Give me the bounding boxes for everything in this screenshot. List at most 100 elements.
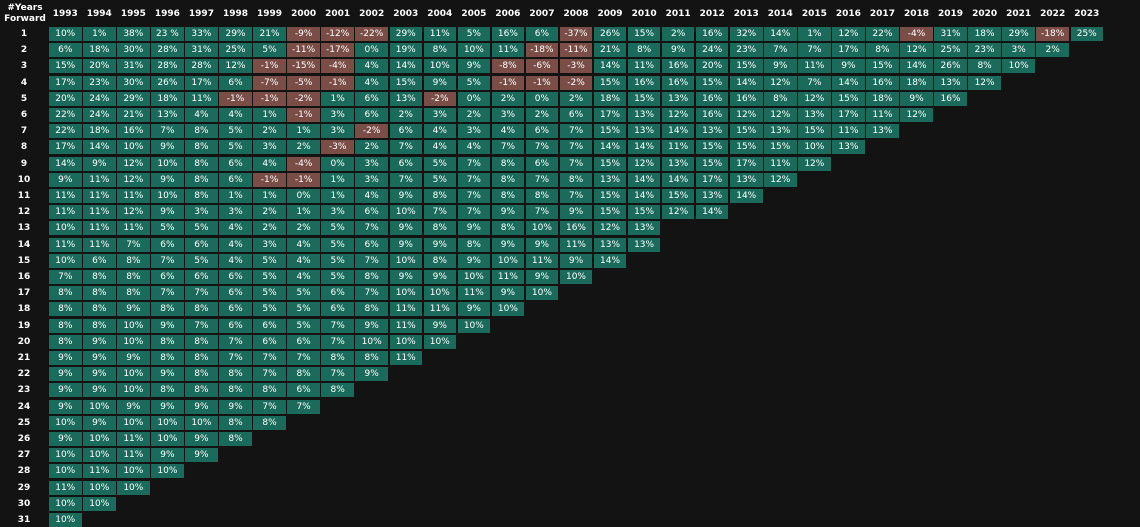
- heatmap-cell: 9%: [491, 237, 525, 252]
- heatmap-cell: 8%: [185, 140, 218, 155]
- heatmap-cell: 10%: [117, 415, 150, 430]
- heatmap-cell: 9%: [559, 253, 593, 268]
- heatmap-cell: 9%: [389, 237, 422, 252]
- heatmap-cell: 9%: [900, 91, 933, 106]
- heatmap-cell: 10%: [49, 513, 82, 527]
- row-label: 10: [17, 174, 31, 185]
- heatmap-cell: 8%: [117, 253, 150, 268]
- heatmap-cell: 6%: [389, 124, 422, 139]
- heatmap-cell: 13%: [593, 172, 627, 187]
- heatmap-cell: 7%: [49, 270, 82, 284]
- year-label: 1998: [222, 9, 249, 19]
- heatmap-cell: 5%: [151, 221, 184, 236]
- heatmap-cell: 4%: [423, 124, 457, 139]
- heatmap-cell: 10%: [83, 496, 116, 511]
- heatmap-cell: -17%: [321, 43, 354, 58]
- heatmap-cell: 15%: [593, 189, 627, 203]
- heatmap-cell: 3%: [1002, 43, 1035, 58]
- heatmap-cell: 12%: [764, 172, 797, 187]
- heatmap-cell: 23%: [730, 43, 763, 58]
- heatmap-cell: 38%: [117, 27, 150, 41]
- heatmap-cell: 7%: [185, 318, 218, 333]
- heatmap-cell: 4%: [355, 189, 388, 203]
- heatmap-cell: 14%: [627, 189, 661, 203]
- heatmap-cell: 17%: [695, 172, 729, 187]
- heatmap-cell: 11%: [457, 286, 491, 301]
- heatmap-cell: -18%: [1036, 27, 1069, 41]
- row-label: 5: [20, 93, 28, 104]
- heatmap-cell: 22%: [49, 124, 82, 139]
- heatmap-cell: 7%: [355, 221, 388, 236]
- heatmap-cell: 5%: [321, 237, 354, 252]
- heatmap-cell: 7%: [219, 351, 252, 365]
- heatmap-cell: 17%: [49, 140, 82, 155]
- heatmap-cell: 8%: [49, 334, 82, 349]
- row-label: 28: [17, 466, 31, 477]
- heatmap-cell: 15%: [49, 59, 82, 74]
- heatmap-cell: 6%: [355, 237, 388, 252]
- heatmap-cell: 7%: [559, 189, 593, 203]
- year-label: 2005: [461, 9, 487, 19]
- row-label: 24: [17, 401, 31, 412]
- heatmap-cell: -1%: [253, 59, 286, 74]
- heatmap-cell: 16%: [491, 27, 525, 41]
- heatmap-cell: 11%: [491, 43, 525, 58]
- year-label: 2020: [972, 9, 998, 19]
- heatmap-cell: 2%: [457, 108, 491, 122]
- heatmap-cell: 7%: [491, 140, 525, 155]
- heatmap-cell: 8%: [423, 221, 457, 236]
- heatmap-cell: 0%: [457, 91, 491, 106]
- heatmap-cell: 15%: [832, 91, 865, 106]
- heatmap-cell: 11%: [49, 205, 82, 220]
- heatmap-cell: 9%: [83, 156, 116, 171]
- heatmap-cell: 6%: [219, 172, 252, 187]
- heatmap-cell: 13%: [798, 108, 831, 122]
- heatmap-cell: 10%: [83, 480, 116, 495]
- heatmap-cell: 9%: [525, 237, 559, 252]
- year-label: 2000: [291, 9, 317, 19]
- heatmap-cell: 3%: [355, 172, 388, 187]
- heatmap-cell: 10%: [83, 448, 116, 463]
- heatmap-cell: 23 %: [151, 27, 184, 41]
- heatmap-cell: 9%: [83, 351, 116, 365]
- row-label: 6: [20, 110, 28, 120]
- heatmap-cell: 8%: [423, 43, 457, 58]
- row-label: 26: [17, 434, 31, 444]
- year-label: 2022: [1040, 9, 1066, 19]
- heatmap-cell: 19%: [389, 43, 422, 58]
- heatmap-cell: 8%: [866, 43, 899, 58]
- heatmap-cell: -3%: [321, 140, 354, 155]
- heatmap-cell: 10%: [151, 432, 184, 446]
- heatmap-cell: 5%: [423, 172, 457, 187]
- year-label: 2023: [1074, 9, 1100, 19]
- heatmap-cell: -1%: [253, 172, 286, 187]
- heatmap-cell: 10%: [117, 334, 150, 349]
- heatmap-cell: 7%: [457, 156, 491, 171]
- heatmap-cell: 26%: [151, 75, 184, 90]
- heatmap-cell: 10%: [117, 367, 150, 382]
- heatmap-cell: 18%: [593, 91, 627, 106]
- heatmap-cell: 5%: [287, 318, 320, 333]
- heatmap-cell: 11%: [389, 318, 422, 333]
- heatmap-cell: 3%: [253, 237, 286, 252]
- heatmap-cell: 11%: [83, 205, 116, 220]
- heatmap-cell: 9%: [151, 318, 184, 333]
- heatmap-cell: 9%: [151, 172, 184, 187]
- heatmap-cell: -5%: [287, 75, 320, 90]
- heatmap-cell: -2%: [355, 124, 388, 139]
- heatmap-cell: 4%: [185, 108, 218, 122]
- heatmap-cell: 7%: [559, 124, 593, 139]
- year-label: 2015: [801, 9, 827, 19]
- heatmap-cell: 10%: [151, 464, 184, 479]
- heatmap-cell: 7%: [525, 140, 559, 155]
- heatmap-cell: 6%: [321, 302, 354, 317]
- heatmap-cell: -4%: [321, 59, 354, 74]
- heatmap-cell: 11%: [525, 253, 559, 268]
- heatmap-cell: 2%: [525, 108, 559, 122]
- heatmap-cell: 6%: [355, 108, 388, 122]
- heatmap-cell: 3%: [491, 108, 525, 122]
- heatmap-cell: 10%: [185, 415, 218, 430]
- heatmap-cell: 21%: [253, 27, 286, 41]
- heatmap-cell: 9%: [117, 351, 150, 365]
- heatmap-cell: 9%: [423, 75, 457, 90]
